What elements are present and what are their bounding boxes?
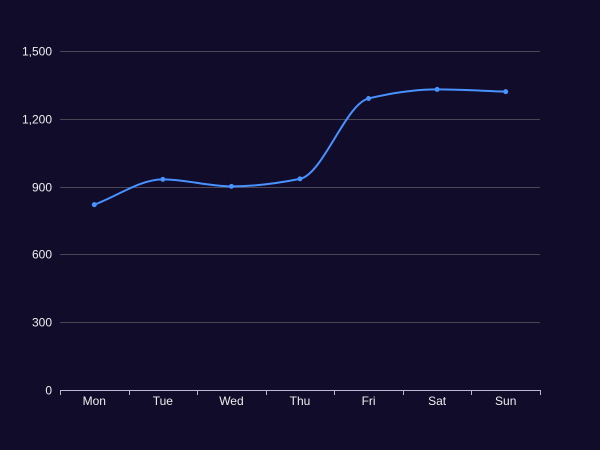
x-tick-label: Sun [495,394,516,408]
y-tick-label: 1,200 [22,113,52,127]
data-point[interactable] [91,202,97,208]
x-tick-label: Wed [219,394,243,408]
data-point[interactable] [434,86,440,92]
grid-lines [60,51,540,323]
data-point[interactable] [503,89,509,95]
data-point[interactable] [228,183,234,189]
y-tick-label: 900 [32,181,52,195]
x-tick-label: Thu [290,394,311,408]
y-tick-label: 300 [32,316,52,330]
data-point[interactable] [366,95,372,101]
x-axis-labels: Mon Tue Wed Thu Fri Sat Sun [83,394,517,408]
series-layer [91,86,509,208]
x-tick-label: Fri [362,394,376,408]
y-tick-label: 0 [45,384,52,398]
x-tick-label: Mon [83,394,106,408]
y-tick-label: 1,500 [22,45,52,59]
data-point[interactable] [297,176,303,182]
data-point[interactable] [160,176,166,182]
x-tick-label: Sat [428,394,447,408]
x-axis [60,390,541,395]
y-tick-label: 600 [32,248,52,262]
x-tick-label: Tue [153,394,174,408]
y-axis-labels: 0 300 600 900 1,200 1,500 [22,45,52,398]
